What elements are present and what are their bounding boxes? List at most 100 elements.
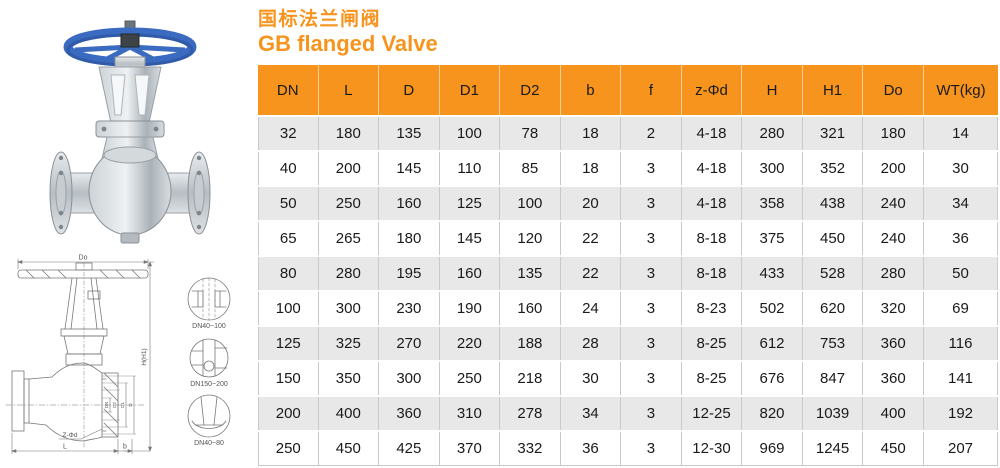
product-title-en: GB flanged Valve — [258, 30, 438, 56]
gate-valve-photo — [25, 5, 235, 250]
dim-label-l: L — [63, 444, 67, 451]
table-cell: 300 — [742, 152, 803, 186]
table-row: 100 300 230 190 160 24 3 8-23 502 620 320 69 — [258, 292, 998, 326]
column-header: z-Φd — [681, 65, 743, 116]
column-header: Do — [863, 65, 924, 116]
table-cell: 50 — [258, 187, 319, 221]
column-header: H1 — [802, 65, 864, 116]
table-cell: 8-18 — [681, 222, 743, 256]
table-cell: 180 — [379, 222, 440, 256]
table-cell: 200 — [258, 397, 319, 431]
table-cell: 350 — [318, 362, 380, 396]
table-cell: 69 — [924, 292, 998, 326]
table-cell: 190 — [439, 292, 501, 326]
table-cell: 676 — [742, 362, 803, 396]
table-row: 32 180 135 100 78 18 2 4-18 280 321 180 14 — [258, 117, 998, 151]
table-cell: 3 — [621, 152, 682, 186]
table-cell: 528 — [802, 257, 864, 291]
column-header: f — [621, 65, 682, 116]
table-cell: 18 — [560, 152, 622, 186]
table-cell: 50 — [924, 257, 998, 291]
table-cell: 8-25 — [681, 327, 743, 361]
column-header: DN — [258, 65, 319, 116]
table-cell: 36 — [560, 432, 622, 467]
table-cell: 280 — [742, 117, 803, 151]
column-header: D1 — [439, 65, 501, 116]
table-cell: 100 — [439, 117, 501, 151]
table-cell: 612 — [742, 327, 803, 361]
table-cell: 820 — [742, 397, 803, 431]
table-cell: 969 — [742, 432, 803, 467]
table-cell: 24 — [560, 292, 622, 326]
table-cell: 4-18 — [681, 117, 743, 151]
table-cell: 30 — [560, 362, 622, 396]
table-cell: 4-18 — [681, 152, 743, 186]
table-cell: 65 — [258, 222, 319, 256]
table-cell: 110 — [439, 152, 501, 186]
table-row: 40 200 145 110 85 18 3 4-18 300 352 200 30 — [258, 152, 998, 186]
table-cell: 218 — [500, 362, 561, 396]
table-cell: 12-25 — [681, 397, 743, 431]
table-row: 65 265 180 145 120 22 3 8-18 375 450 240 36 — [258, 222, 998, 256]
table-cell: 12-30 — [681, 432, 743, 467]
table-cell: 620 — [802, 292, 864, 326]
valve-body — [62, 146, 198, 244]
table-cell: 450 — [802, 222, 864, 256]
table-cell: 358 — [742, 187, 803, 221]
table-cell: 78 — [500, 117, 561, 151]
detail-caption-3: DN40~80 — [194, 440, 224, 447]
valve-yoke — [98, 56, 162, 124]
table-cell: 847 — [802, 362, 864, 396]
gate-valve-dimension-drawing: Do H(H1) DN D2 D1 D Z-Φd L b DN40~100 — [2, 253, 255, 460]
table-cell: 300 — [379, 362, 440, 396]
table-cell: 321 — [802, 117, 864, 151]
table-row: 150 350 300 250 218 30 3 8-25 676 847 360 141 — [258, 362, 998, 396]
table-cell: 34 — [560, 397, 622, 431]
dim-label-h: H(H1) — [141, 348, 148, 365]
table-cell: 22 — [560, 222, 622, 256]
dim-label-b: b — [123, 444, 127, 451]
detail-caption-2: DN150~200 — [190, 381, 228, 388]
table-cell: 3 — [621, 362, 682, 396]
table-cell: 160 — [439, 257, 501, 291]
table-row: 200 400 360 310 278 34 3 12-25 820 1039 400 192 — [258, 397, 998, 431]
table-cell: 22 — [560, 257, 622, 291]
table-cell: 433 — [742, 257, 803, 291]
table-cell: 100 — [258, 292, 319, 326]
table-cell: 135 — [379, 117, 440, 151]
table-cell: 250 — [258, 432, 319, 467]
dimension-table: DN L D D1 D2 b f z-Φd H H1 Do WT(kg) 32 180 135 100 78 1… — [258, 63, 998, 468]
table-cell: 240 — [863, 187, 924, 221]
table-cell: 3 — [621, 187, 682, 221]
dim-label-do: Do — [79, 255, 88, 262]
table-cell: 3 — [621, 397, 682, 431]
table-cell: 34 — [924, 187, 998, 221]
detail-caption-1: DN40~100 — [192, 323, 226, 330]
table-row: 80 280 195 160 135 22 3 8-18 433 528 280 50 — [258, 257, 998, 291]
table-cell: 200 — [318, 152, 380, 186]
table-cell: 400 — [318, 397, 380, 431]
table-cell: 3 — [621, 292, 682, 326]
product-title-cn: 国标法兰闸阀 — [258, 9, 382, 30]
table-cell: 502 — [742, 292, 803, 326]
table-cell: 360 — [863, 327, 924, 361]
table-cell: 180 — [318, 117, 380, 151]
table-cell: 352 — [802, 152, 864, 186]
table-cell: 8-23 — [681, 292, 743, 326]
table-cell: 207 — [924, 432, 998, 467]
dim-label-dn: DN — [104, 402, 109, 409]
table-row: 250 450 425 370 332 36 3 12-30 969 1245 450 207 — [258, 432, 998, 467]
table-cell: 120 — [500, 222, 561, 256]
table-cell: 400 — [863, 397, 924, 431]
gate-valve-drawing-svg: Do H(H1) DN D2 D1 D Z-Φd L b DN40~100 — [5, 255, 231, 455]
table-cell: 145 — [379, 152, 440, 186]
table-cell: 40 — [258, 152, 319, 186]
table-row: 50 250 160 125 100 20 3 4-18 358 438 240 34 — [258, 187, 998, 221]
table-body: 32 180 135 100 78 18 2 4-18 280 321 180 14 40 200 145 1… — [258, 117, 998, 467]
valve-left-flange — [49, 151, 73, 235]
table-cell: 280 — [318, 257, 380, 291]
table-cell: 450 — [863, 432, 924, 467]
table-row: 125 325 270 220 188 28 3 8-25 612 753 360 116 — [258, 327, 998, 361]
table-cell: 145 — [439, 222, 501, 256]
